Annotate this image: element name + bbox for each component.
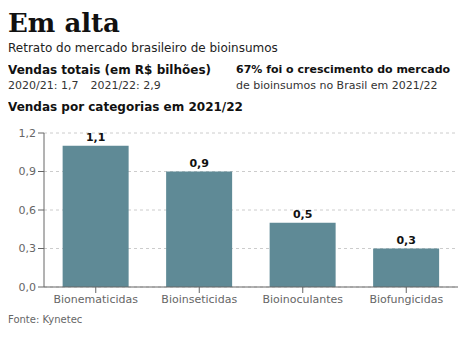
svg-text:Biofungicidas: Biofungicidas (369, 293, 443, 306)
svg-text:0,0: 0,0 (19, 281, 37, 294)
html-text:2021/22: 2,9: 2021/22: 2,9 (90, 79, 161, 92)
svg-text:0,3: 0,3 (19, 242, 37, 255)
html-text:Vendas totais (em R$ bilhões): Vendas totais (em R$ bilhões) (8, 63, 211, 77)
svg-text:1,2: 1,2 (19, 127, 37, 140)
svg-text:1,1: 1,1 (86, 131, 106, 144)
html-text:67% foi o crescimento do merca: 67% foi o crescimento do mercado (236, 63, 451, 76)
svg-text:0,3: 0,3 (396, 234, 416, 247)
svg-text:Bioinoculantes: Bioinoculantes (262, 293, 343, 306)
html-text:Retrato do mercado brasileiro: Retrato do mercado brasileiro de bioinsu… (8, 41, 278, 55)
svg-text:Bionematicidas: Bionematicidas (54, 293, 139, 306)
html-text:de bioinsumos no Brasil em 202: de bioinsumos no Brasil em 2021/22 (236, 79, 438, 92)
html-text:Vendas por categorias em 2021/: Vendas por categorias em 2021/22 (8, 100, 243, 114)
svg-text:0,9: 0,9 (19, 165, 37, 178)
svg-text:0,5: 0,5 (293, 208, 313, 221)
html-text:2020/21: 1,7: 2020/21: 1,7 (8, 79, 79, 92)
svg-text:0,9: 0,9 (189, 157, 209, 170)
svg-text:Bioinseticidas: Bioinseticidas (161, 293, 237, 306)
html-text:Fonte: Kynetec: Fonte: Kynetec (8, 314, 83, 325)
html-text:Em alta: Em alta (8, 8, 120, 38)
svg-text:0,6: 0,6 (19, 204, 37, 217)
